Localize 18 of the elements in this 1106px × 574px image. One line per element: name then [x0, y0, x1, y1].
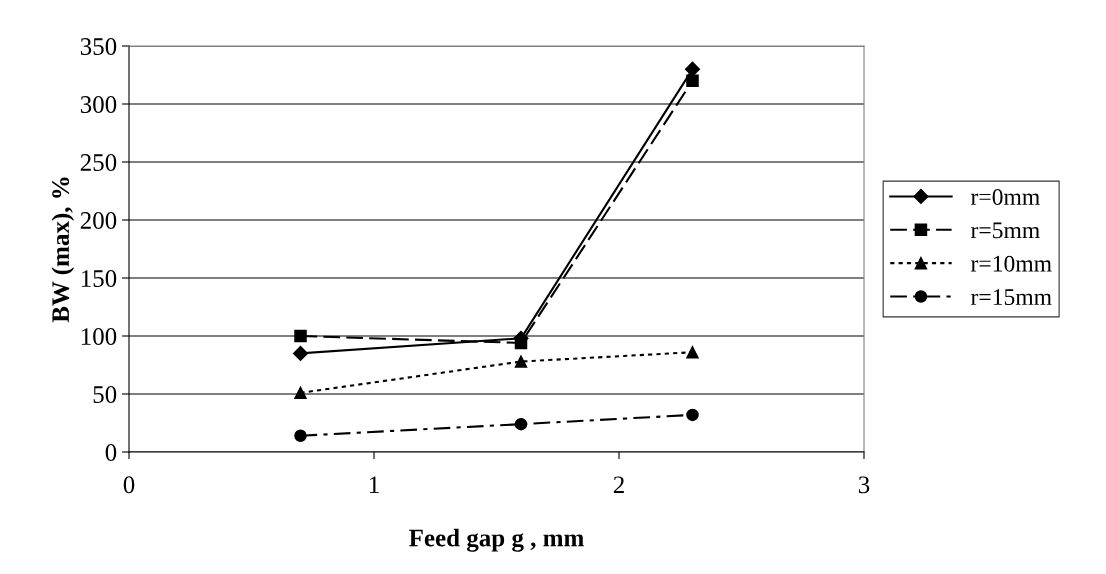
- legend-label: r=10mm: [970, 255, 1052, 272]
- legend-label: r=0mm: [970, 189, 1040, 205]
- y-axis-title: BW (max), %: [51, 177, 75, 323]
- y-tick-label: 150: [81, 270, 117, 287]
- x-tick-label: 0: [123, 476, 135, 494]
- y-tick-label: 100: [81, 328, 117, 345]
- y-tick-label: 200: [80, 212, 117, 229]
- x-tick-label: 1: [369, 476, 379, 493]
- y-tick-label: 250: [80, 154, 117, 171]
- legend-label: r=5mm: [970, 222, 1040, 239]
- legend-label: r=15mm: [970, 289, 1052, 306]
- x-tick-label: 3: [858, 476, 870, 494]
- x-axis-title: Feed gap g , mm: [409, 528, 584, 552]
- y-tick-label: 0: [105, 444, 117, 461]
- y-tick-label: 300: [80, 96, 117, 113]
- y-tick-label: 350: [80, 38, 117, 55]
- y-tick-label: 50: [93, 386, 117, 403]
- x-tick-label: 2: [613, 476, 624, 493]
